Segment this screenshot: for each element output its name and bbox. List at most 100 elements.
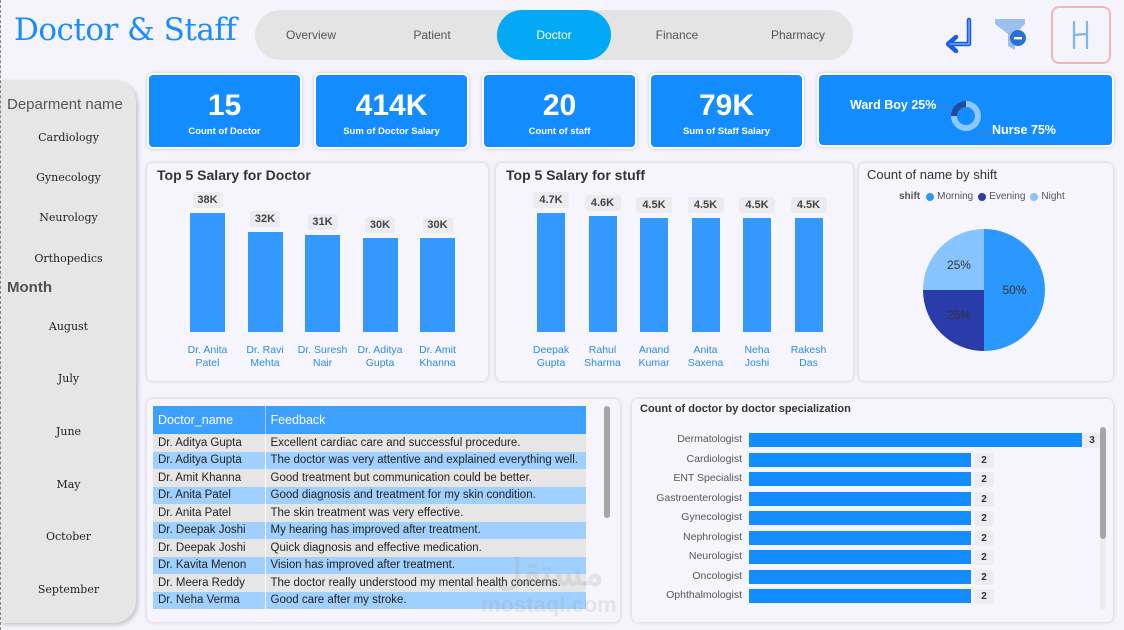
table-row[interactable]: Dr. Neha Verma Good care after my stroke. <box>153 591 586 609</box>
column-header-feedback[interactable]: Feedback <box>265 406 586 434</box>
cell-doctor-name: Dr. Meera Reddy <box>153 574 266 592</box>
tab-patient[interactable]: Patient <box>413 28 451 42</box>
month-item[interactable]: May <box>56 478 81 491</box>
pie-slice-morning[interactable] <box>984 229 1045 351</box>
data-label: 38K <box>192 192 223 208</box>
watermark-latin: mostaql.com <box>481 592 617 617</box>
bar[interactable] <box>749 569 971 584</box>
y-tick-label: Ophthalmologist <box>666 589 742 601</box>
tab-doctor[interactable]: Doctor <box>497 10 611 60</box>
month-item[interactable]: August <box>48 320 89 333</box>
pie-slice-night[interactable] <box>923 229 984 290</box>
shift-pie-chart: 50% 25% 25% <box>923 229 1045 351</box>
table-row[interactable]: Dr. Kavita Menon Vision has improved afte… <box>153 556 586 574</box>
data-label: 2 <box>974 569 994 585</box>
bar[interactable] <box>749 530 971 545</box>
cell-doctor-name: Dr. Amit Khanna <box>153 469 266 487</box>
cell-doctor-name: Dr. Deepak Joshi <box>153 521 266 539</box>
month-item[interactable]: October <box>45 530 92 543</box>
legend-item-morning[interactable]: Morning <box>937 191 974 202</box>
x-tick-label-line: Anita <box>693 344 718 356</box>
home-logo-button[interactable] <box>1051 6 1111 64</box>
table-row[interactable]: Dr. Aditya Gupta The doctor was very atte… <box>153 451 586 469</box>
table-row[interactable]: Dr. Aditya Gupta Excellent cardiac care a… <box>153 434 586 452</box>
x-tick-label-line: Dr. Amit <box>419 344 456 356</box>
tab-overview[interactable]: Overview <box>285 28 336 42</box>
kpi-label: Count of Doctor <box>188 126 261 137</box>
x-tick-label: Dr. Ravi Mehta <box>230 344 300 370</box>
staff-role-donut-chart <box>937 101 993 134</box>
donut-segment-nurse[interactable] <box>951 101 981 131</box>
x-tick-label-line: Kumar <box>638 357 670 369</box>
table-scrollbar-thumb[interactable] <box>604 406 610 518</box>
table-row[interactable]: Dr. Deepak Joshi Quick diagnosis and effe… <box>153 539 586 557</box>
pie-slice-evening[interactable] <box>923 290 984 351</box>
tab-pharmacy[interactable]: Pharmacy <box>770 28 826 42</box>
table-row[interactable]: Dr. Anita Patel Good diagnosis and treatm… <box>153 486 586 504</box>
x-tick-label: Rahul Sharma <box>568 344 638 370</box>
clear-filter-icon[interactable] <box>993 16 1033 56</box>
table-row[interactable]: Dr. Meera Reddy The doctor really underst… <box>153 574 586 592</box>
tab-finance[interactable]: Finance <box>655 28 699 42</box>
bar[interactable] <box>420 238 455 332</box>
data-label: 2 <box>974 530 994 546</box>
bar[interactable] <box>749 589 971 603</box>
table-row[interactable]: Dr. Anita Patel The skin treatment was ve… <box>153 504 586 522</box>
chart-scrollbar[interactable] <box>1100 427 1106 610</box>
column-header-doctor-name[interactable]: Doctor_name <box>153 406 266 434</box>
chart-scrollbar-thumb[interactable] <box>1100 427 1106 539</box>
data-label: 2 <box>974 452 994 468</box>
department-item[interactable]: Neurology <box>39 211 98 224</box>
y-tick-label: Nephrologist <box>683 530 742 543</box>
bar[interactable] <box>362 238 398 332</box>
table-row[interactable]: Dr. Deepak Joshi My hearing has improved … <box>153 521 586 539</box>
bar[interactable] <box>749 491 971 506</box>
legend-dot-evening <box>978 192 987 201</box>
x-tick-label-line: Anand <box>638 344 670 356</box>
department-item[interactable]: Gynecology <box>36 171 101 184</box>
x-tick-label: Anita Saxena <box>671 344 741 370</box>
data-label: 2 <box>974 491 994 507</box>
kpi-value: 15 <box>207 89 242 122</box>
y-tick-label: Neurologist <box>688 550 742 562</box>
bar[interactable] <box>190 213 225 332</box>
x-tick-label-line: Dr. Ravi <box>246 344 284 356</box>
table-row[interactable]: Dr. Amit Khanna Good treatment but commun… <box>153 469 586 487</box>
bar[interactable] <box>749 472 971 486</box>
month-item[interactable]: July <box>57 372 80 385</box>
y-tick-label: Gastroenterologist <box>656 491 742 504</box>
pie-legend: shift Morning Evening Night <box>899 191 1065 202</box>
bar[interactable] <box>537 213 565 332</box>
x-tick-label-line: Neha <box>744 344 770 356</box>
legend-item-night[interactable]: Night <box>1041 191 1065 202</box>
bar[interactable] <box>749 511 971 525</box>
x-tick-label-line: Patel <box>195 357 220 369</box>
y-tick-label: Oncologist <box>692 569 742 582</box>
shift-pie-panel: Count of name by shift shift Morning Eve… <box>859 163 1113 381</box>
bar[interactable] <box>640 218 668 332</box>
bar[interactable] <box>749 452 971 467</box>
bar[interactable] <box>794 218 823 332</box>
data-label: 30K <box>365 217 395 233</box>
legend-item-evening[interactable]: Evening <box>989 191 1026 202</box>
bar[interactable] <box>749 433 1082 447</box>
back-arrow-icon[interactable] <box>941 16 977 56</box>
bar[interactable] <box>305 235 340 332</box>
bar[interactable] <box>749 550 971 564</box>
month-item[interactable]: June <box>55 425 82 438</box>
donut-label-nurse: Nurse 75% <box>992 123 1056 137</box>
kpi-value: 20 <box>542 89 577 122</box>
bar[interactable] <box>588 216 617 332</box>
table-scrollbar[interactable] <box>604 406 610 518</box>
department-item[interactable]: Cardiology <box>38 131 99 144</box>
bar[interactable] <box>247 232 283 332</box>
x-tick-label: Dr. Aditya Gupta <box>345 344 415 370</box>
kpi-card-staff-count: 20 Count of staff <box>482 73 637 149</box>
x-tick-label-line: Mehta <box>250 357 280 369</box>
month-item[interactable]: September <box>37 583 100 596</box>
bar[interactable] <box>743 218 771 332</box>
data-label: 4.5K <box>636 197 672 213</box>
department-item[interactable]: Orthopedics <box>34 252 103 265</box>
bar[interactable] <box>691 218 720 332</box>
kpi-card-doctor-salary: 414K Sum of Doctor Salary <box>314 73 469 149</box>
